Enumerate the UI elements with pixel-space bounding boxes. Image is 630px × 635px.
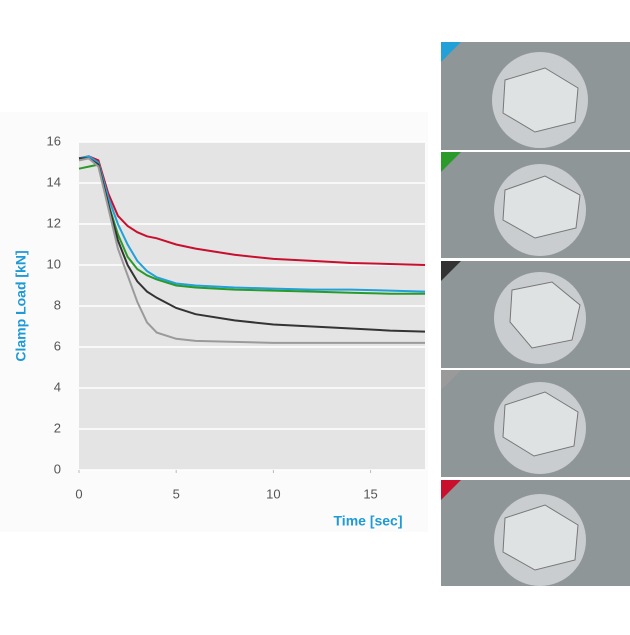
y-tick-label: 8 bbox=[54, 297, 61, 312]
photo-marker bbox=[441, 42, 461, 62]
y-tick-label: 16 bbox=[47, 133, 61, 148]
x-tick-label: 0 bbox=[75, 486, 82, 501]
photo bbox=[441, 370, 630, 477]
photo bbox=[441, 480, 630, 586]
photo-marker bbox=[441, 261, 461, 281]
y-tick-label: 14 bbox=[47, 174, 61, 189]
photo-marker bbox=[441, 370, 461, 390]
photo bbox=[441, 152, 630, 258]
y-tick-label: 6 bbox=[54, 338, 61, 353]
y-tick-label: 12 bbox=[47, 215, 61, 230]
series-line bbox=[78, 155, 426, 293]
y-tick-label: 2 bbox=[54, 420, 61, 435]
photo-marker bbox=[441, 480, 461, 500]
y-axis-label: Clamp Load [kN] bbox=[13, 250, 29, 361]
photos bbox=[441, 42, 630, 586]
y-tick-label: 10 bbox=[47, 256, 61, 271]
y-tick-label: 4 bbox=[54, 379, 61, 394]
x-axis-label: Time [sec] bbox=[334, 513, 403, 529]
series-line bbox=[78, 157, 425, 344]
x-tick-label: 5 bbox=[173, 486, 180, 501]
x-tick-label: 10 bbox=[266, 486, 280, 501]
y-tick-label: 0 bbox=[54, 461, 61, 476]
photo bbox=[441, 42, 630, 150]
photo bbox=[441, 261, 630, 368]
photo-marker bbox=[441, 152, 461, 172]
x-tick-label: 15 bbox=[363, 486, 377, 501]
